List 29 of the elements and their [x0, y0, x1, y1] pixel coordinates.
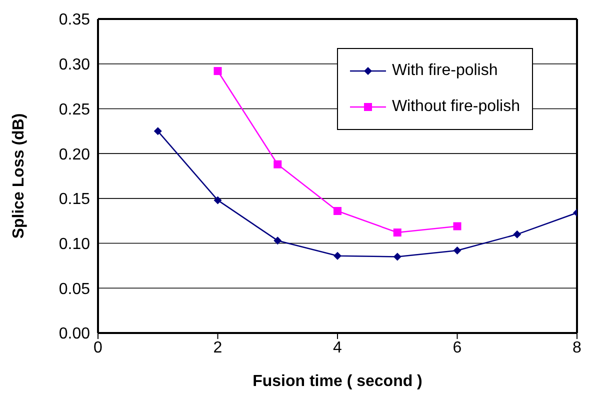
- y-tick-label: 0.00: [58, 326, 90, 343]
- x-tick-label: 4: [333, 339, 342, 356]
- legend-label: With fire-polish: [392, 61, 498, 81]
- point: [453, 222, 462, 230]
- x-tick-label: 2: [213, 339, 222, 356]
- point: [214, 196, 222, 204]
- y-axis-title: Splice Loss (dB): [10, 113, 28, 239]
- legend-label: Without fire-polish: [392, 97, 520, 117]
- y-tick-label: 0.25: [58, 101, 90, 118]
- x-tick-label: 6: [452, 339, 462, 356]
- point: [393, 228, 402, 237]
- x-tick-label: 0: [94, 339, 103, 356]
- point: [453, 246, 462, 254]
- y-tick-label: 0.35: [58, 12, 90, 29]
- point: [154, 127, 162, 136]
- y-tick-label: 0.30: [58, 56, 90, 74]
- y-tick-label: 0.15: [58, 191, 90, 208]
- point: [513, 230, 522, 238]
- point: [334, 206, 342, 215]
- point: [274, 236, 282, 245]
- point: [393, 252, 402, 261]
- y-tick-label: 0.20: [58, 146, 90, 164]
- y-tick-label: 0.05: [58, 280, 90, 298]
- x-axis-title: Fusion time ( second ): [252, 373, 422, 390]
- point: [334, 252, 342, 260]
- point: [274, 160, 282, 168]
- x-tick-label: 8: [572, 339, 582, 356]
- point: [214, 67, 222, 76]
- y-tick-label: 0.10: [58, 236, 90, 253]
